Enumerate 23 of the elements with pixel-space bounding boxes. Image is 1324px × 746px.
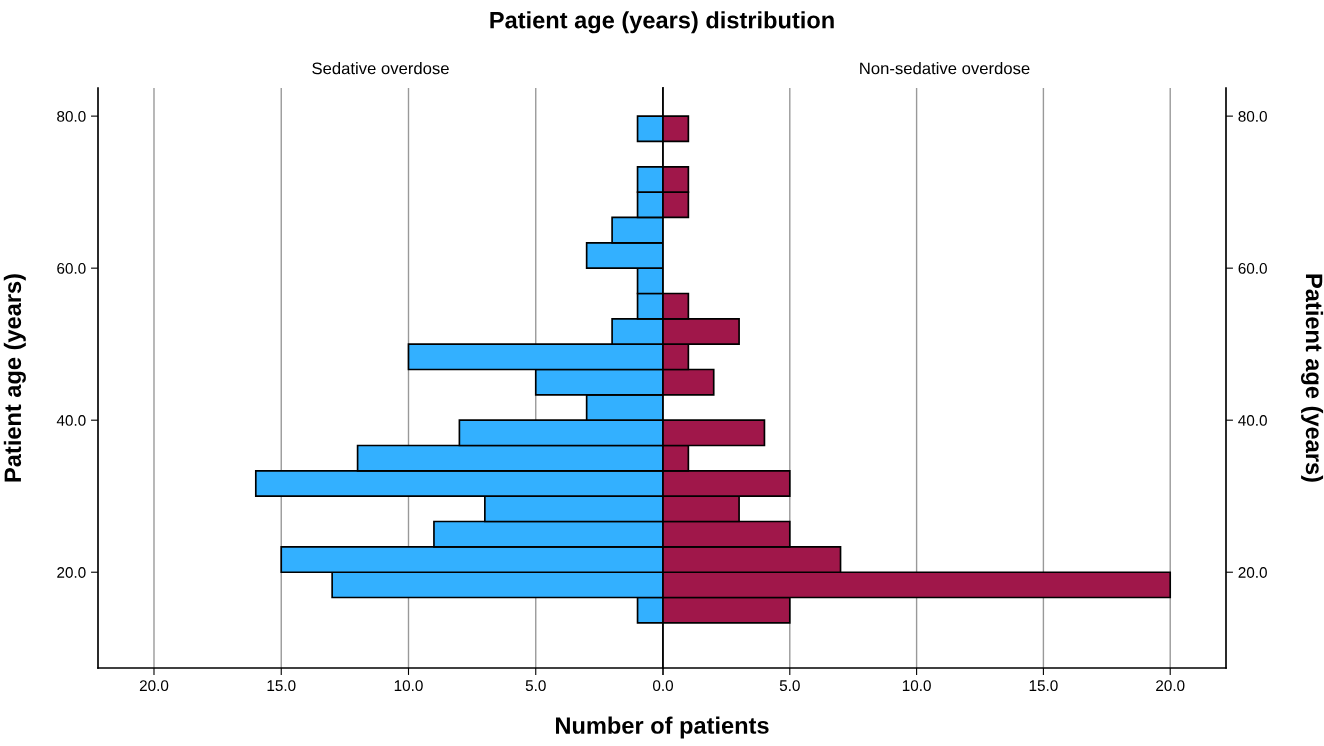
y-tick-label: 40.0 — [56, 415, 86, 426]
y-axis-title: Patient age (years) — [3, 274, 26, 482]
x-tick-label: 10.0 — [394, 680, 423, 692]
x-tick-label: 10.0 — [902, 680, 931, 692]
y-tick-label: 60.0 — [57, 263, 86, 274]
x-tick-label: 15.0 — [267, 680, 296, 692]
x-tick-label: 5.0 — [779, 680, 800, 692]
x-axis-title: Number of patients — [556, 716, 769, 739]
y-tick-label: 40.0 — [1238, 415, 1267, 426]
y-tick-label: 80.0 — [1238, 110, 1267, 122]
x-tick-label: 20.0 — [1156, 680, 1185, 692]
chart-title: Sedative overdose — [312, 62, 449, 75]
x-tick-label: 5.0 — [525, 680, 546, 692]
text: Patient age (years) distribution — [490, 11, 834, 34]
y-axis-title: Patient age (years) — [1300, 274, 1324, 482]
chart-title: Non-sedative overdose — [860, 62, 1030, 75]
y-tick-label: 80.0 — [57, 110, 86, 122]
y-tick-label: 20.0 — [57, 567, 86, 578]
x-tick-label: 0.0 — [652, 680, 674, 692]
x-tick-label: 15.0 — [1029, 680, 1058, 692]
x-tick-label: 20.0 — [139, 680, 169, 692]
y-tick-label: 20.0 — [1238, 567, 1267, 578]
y-tick-label: 60.0 — [1238, 263, 1267, 274]
